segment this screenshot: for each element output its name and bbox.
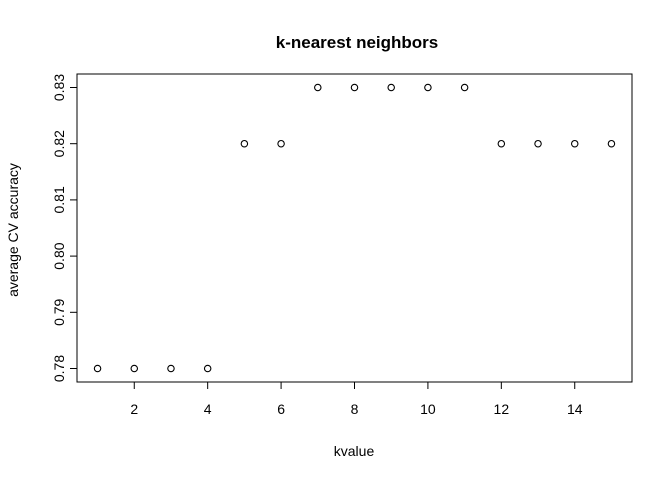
data-point (203, 364, 212, 373)
x-axis-label: kvalue (334, 443, 375, 459)
data-point (167, 364, 175, 373)
data-point (277, 139, 285, 148)
x-tick-label: 8 (351, 401, 359, 417)
x-tick-label: 14 (567, 401, 583, 417)
x-tick-label: 2 (130, 401, 138, 417)
data-point (424, 83, 432, 92)
data-point (387, 83, 395, 92)
y-axis-label: average CV accuracy (5, 163, 21, 297)
y-tick-label: 0.79 (51, 298, 67, 325)
data-point (93, 364, 102, 373)
y-tick-label: 0.83 (51, 74, 67, 101)
data-point (240, 139, 249, 148)
plot-frame (76, 73, 633, 383)
y-tick-label: 0.80 (51, 242, 67, 269)
x-axis: 2 4 6 8 10 12 14 (130, 381, 583, 417)
data-point (460, 83, 469, 92)
data-points (93, 83, 616, 373)
data-point (314, 83, 322, 92)
y-tick-label: 0.81 (51, 186, 67, 213)
y-tick-label: 0.82 (51, 130, 67, 157)
data-point (534, 139, 542, 148)
y-axis: 0.78 0.79 0.80 0.81 0.82 0.83 (51, 74, 78, 382)
chart-title: k-nearest neighbors (276, 33, 439, 52)
data-point (350, 83, 359, 92)
data-point (607, 139, 616, 148)
x-tick-label: 4 (204, 401, 212, 417)
data-point (130, 364, 139, 373)
data-point (570, 139, 579, 148)
x-tick-label: 12 (494, 401, 510, 417)
x-tick-label: 6 (277, 401, 285, 417)
data-point (497, 139, 506, 148)
x-tick-label: 10 (420, 401, 436, 417)
y-tick-label: 0.78 (51, 355, 67, 382)
